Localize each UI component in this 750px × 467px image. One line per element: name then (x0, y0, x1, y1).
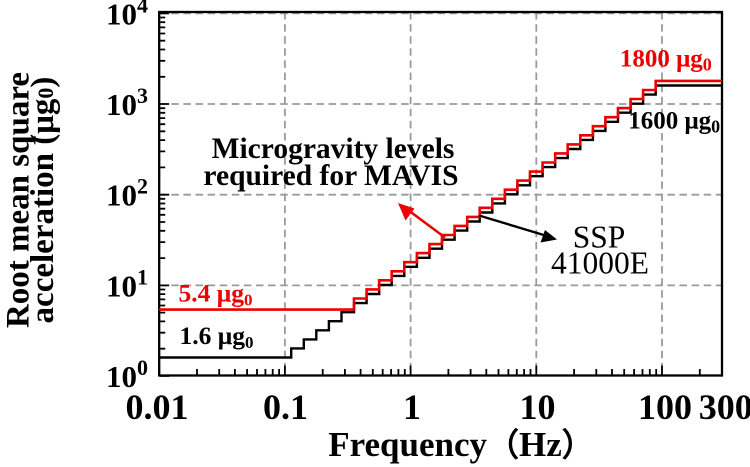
svg-text:1800 μg0: 1800 μg0 (620, 45, 712, 74)
svg-text:100: 100 (638, 387, 692, 427)
svg-text:41000E: 41000E (551, 246, 649, 281)
svg-text:required for MAVIS: required for MAVIS (203, 160, 458, 192)
svg-text:1600 μg0: 1600 μg0 (628, 107, 720, 136)
svg-text:Microgravity levels: Microgravity levels (212, 133, 455, 165)
svg-text:Frequency（Hz）: Frequency（Hz） (328, 425, 594, 464)
svg-text:Root mean square: Root mean square (1, 72, 37, 328)
svg-text:10: 10 (520, 387, 556, 427)
svg-text:0.01: 0.01 (126, 387, 189, 427)
svg-text:1: 1 (403, 387, 421, 427)
svg-text:5.4 μg0: 5.4 μg0 (179, 279, 253, 310)
svg-text:300: 300 (699, 387, 750, 427)
svg-text:0.1: 0.1 (263, 387, 308, 427)
svg-text:SSP: SSP (573, 220, 626, 255)
svg-text:acceleration (μg0): acceleration (μg0) (25, 77, 61, 324)
svg-text:1.6 μg0: 1.6 μg0 (180, 321, 254, 352)
